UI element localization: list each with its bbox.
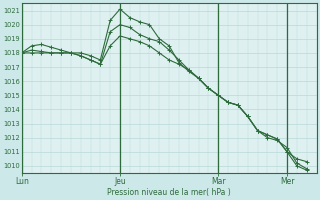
X-axis label: Pression niveau de la mer( hPa ): Pression niveau de la mer( hPa ) [107, 188, 231, 197]
